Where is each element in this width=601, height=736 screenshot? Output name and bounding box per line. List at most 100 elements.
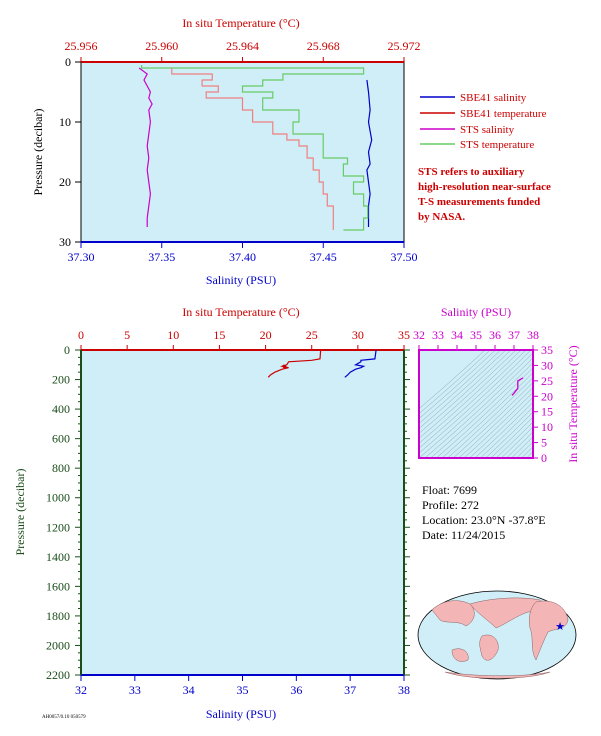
bottom-panel-salinity-axis-title: Salinity (PSU): [206, 707, 276, 721]
bottom-salinity-tick-label: 34: [183, 683, 195, 697]
ts-contour-line: [485, 411, 533, 458]
top-panel-series: [138, 65, 373, 231]
top-temperature-tick-label: 25.964: [226, 39, 259, 53]
top-temperature-tick-label: 25.972: [388, 39, 421, 53]
legend-label-sbe41-temperature: SBE41 temperature: [460, 108, 547, 120]
top-pressure-tick-label: 30: [59, 235, 71, 249]
ts-panel-salinity-tick-labels: 32 33 34 35 36 37 38: [413, 328, 539, 350]
top-temperature-tick-label: 25.960: [145, 39, 178, 53]
bottom-salinity-tick-label: 36: [290, 683, 302, 697]
legend-label-sbe41-salinity: SBE41 salinity: [460, 92, 527, 104]
bottom-temperature-tick-label: 15: [213, 328, 225, 342]
bottom-salinity-tick-label: 38: [398, 683, 410, 697]
ts-contour-line: [435, 367, 533, 458]
top-temperature-tick-label: 25.968: [307, 39, 340, 53]
ts-salinity-tick-label: 38: [527, 328, 539, 342]
ts-contour-line: [452, 382, 533, 458]
top-panel-pressure-tick-labels: 0 10 20 30: [59, 55, 81, 249]
sts-note-line: T-S measurements funded: [418, 196, 540, 208]
profile-number: Profile: 272: [422, 498, 479, 512]
world-location-map: ★: [417, 590, 577, 680]
top-salinity-tick-label: 37.50: [391, 250, 418, 264]
bottom-panel-temperature-axis-title: In situ Temperature (°C): [182, 305, 299, 319]
ts-panel-salinity-axis-title: Salinity (PSU): [441, 305, 511, 319]
ts-contour-line: [419, 350, 486, 409]
legend-label-sts-salinity: STS salinity: [460, 124, 515, 136]
sts-note-line: STS refers to auxiliary: [418, 166, 525, 178]
top-pressure-tick-label: 10: [59, 115, 71, 129]
sts-note-line: by NASA.: [418, 211, 465, 223]
ts-temperature-tick-label: 15: [541, 405, 553, 419]
bottom-temperature-tick-label: 10: [167, 328, 179, 342]
footer-code: AH0057/0.10 050579: [42, 715, 86, 720]
top-temperature-tick-label: 25.956: [65, 39, 98, 53]
bottom-temperature-tick-label: 35: [398, 328, 410, 342]
map-landmass: [529, 600, 569, 661]
ts-contour-line: [419, 350, 532, 454]
bottom-panel-pressure-tick-labels: 0 200 400 600 800 1000 1200 1400 1600 1800 2000 220…: [46, 343, 410, 682]
ts-contour-line: [469, 397, 533, 458]
bottom-panel-temperature-tick-labels: 0 5 10 15 20 25 30 35: [78, 328, 410, 350]
ts-temperature-tick-label: 5: [541, 436, 547, 450]
top-panel-temperature-tick-labels: 25.956 25.960 25.964 25.968 25.972: [65, 39, 421, 62]
ts-contour-line: [419, 350, 496, 419]
top-panel-pressure-axis-title: Pressure (decibar): [31, 109, 45, 196]
ts-temperature-tick-label: 0: [541, 451, 547, 465]
ts-contour-line: [419, 352, 533, 458]
ts-temperature-tick-label: 10: [541, 420, 553, 434]
ts-contour-line: [430, 362, 533, 458]
float-location: Location: 23.0°N -37.8°E: [422, 513, 546, 527]
float-number: Float: 7699: [422, 483, 477, 497]
bottom-pressure-tick-label: 0: [64, 343, 70, 357]
sts-note: STS refers to auxiliary high-resolution …: [418, 166, 551, 223]
ts-contour-line: [458, 387, 533, 458]
ts-contour-line: [424, 357, 533, 458]
ts-contour-line: [506, 431, 533, 458]
bottom-pressure-tick-label: 1800: [46, 609, 70, 623]
bottom-pressure-tick-label: 400: [52, 402, 70, 416]
ts-temperature-tick-label: 20: [541, 389, 553, 403]
bottom-temperature-tick-label: 0: [78, 328, 84, 342]
float-location-marker: ★: [555, 621, 565, 633]
legend: SBE41 salinity SBE41 temperature STS sal…: [420, 92, 547, 151]
bottom-temperature-tick-label: 20: [260, 328, 272, 342]
top-pressure-tick-label: 20: [59, 175, 71, 189]
ts-contour-line: [495, 421, 533, 458]
ts-temperature-tick-label: 25: [541, 374, 553, 388]
map-landmass: [451, 648, 469, 662]
top-panel-temperature-axis-title: In situ Temperature (°C): [182, 16, 299, 30]
bottom-panel-series: [267, 350, 377, 378]
ts-panel-series: [511, 377, 524, 396]
ts-salinity-tick-label: 32: [413, 328, 425, 342]
top-panel-salinity-tick-labels: 37.30 37.35 37.40 37.45 37.50: [68, 242, 418, 264]
sbe41-salinity-profile-line: [344, 350, 377, 378]
ts-contour-line: [419, 350, 522, 444]
bottom-pressure-tick-label: 2000: [46, 638, 70, 652]
ts-salinity-tick-label: 34: [451, 328, 463, 342]
ts-contour-line: [419, 350, 507, 429]
top-salinity-tick-label: 37.40: [229, 250, 256, 264]
ts-contour-line: [479, 406, 533, 458]
ts-plot-frame: [418, 349, 534, 459]
ts-contour-line: [419, 350, 512, 434]
bottom-temperature-tick-label: 25: [306, 328, 318, 342]
ts-density-contours: [419, 350, 533, 458]
ts-contour-line: [511, 436, 533, 458]
map-landmass: [431, 600, 475, 627]
bottom-salinity-tick-label: 35: [237, 683, 249, 697]
sbe41-salinity-line: [366, 79, 373, 227]
map-landmass: [479, 634, 499, 661]
map-landmass: [469, 597, 544, 629]
ts-temperature-tick-label: 30: [541, 358, 553, 372]
bottom-panel: In situ Temperature (°C) 0 5 10 15 20 25 30 35 …: [13, 305, 410, 721]
ts-salinity-tick-label: 35: [470, 328, 482, 342]
ts-contour-line: [419, 350, 491, 414]
top-panel-salinity-axis-title: Salinity (PSU): [206, 273, 276, 287]
ts-panel-temperature-axis-title: In situ Temperature (°C): [566, 345, 580, 462]
ts-contour-line: [419, 350, 517, 439]
sts-salinity-line: [138, 67, 153, 227]
bottom-plot-area: [80, 349, 405, 676]
bottom-pressure-tick-label: 1200: [46, 520, 70, 534]
